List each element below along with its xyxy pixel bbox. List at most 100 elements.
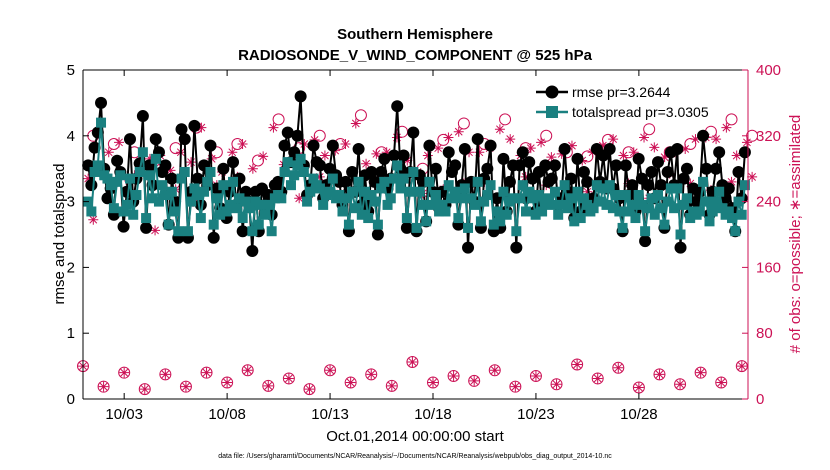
totalspread-point	[343, 219, 354, 230]
y-right-tick-label: 160	[756, 259, 781, 276]
obs-assimilated-point	[536, 137, 547, 148]
rmse-point	[677, 172, 690, 185]
obs-assimilated-point	[361, 158, 372, 169]
totalspread-point	[595, 196, 606, 207]
totalspread-point	[96, 117, 107, 128]
obs-assimilated-point	[366, 369, 377, 380]
totalspread-point	[450, 186, 461, 197]
rmse-point	[545, 172, 558, 185]
totalspread-point	[186, 196, 197, 207]
totalspread-point	[340, 193, 351, 204]
totalspread-point	[176, 173, 187, 184]
totalspread-point	[475, 216, 486, 227]
rmse-point	[188, 119, 201, 132]
totalspread-point	[665, 183, 676, 194]
obs-assimilated-point	[494, 124, 505, 135]
obs-possible-point	[735, 360, 748, 373]
rmse-point	[352, 142, 365, 155]
rmse-point	[291, 129, 304, 142]
totalspread-point	[578, 193, 589, 204]
totalspread-point	[228, 176, 239, 187]
totalspread-point	[440, 206, 451, 217]
rmse-point	[449, 159, 462, 172]
totalspread-point	[430, 190, 441, 201]
obs-possible-point	[529, 369, 542, 382]
obs-assimilated-point	[242, 365, 253, 376]
totalspread-point	[675, 229, 686, 240]
totalspread-point	[405, 186, 416, 197]
obs-possible-point	[138, 383, 151, 396]
obs-assimilated-point	[618, 150, 629, 161]
rmse-point	[713, 146, 726, 159]
totalspread-point	[446, 193, 457, 204]
rmse-point	[365, 165, 378, 178]
totalspread-point	[736, 209, 747, 220]
totalspread-point	[263, 199, 274, 210]
obs-assimilated-point	[695, 367, 706, 378]
totalspread-point	[459, 183, 470, 194]
obs-assimilated-point	[103, 147, 114, 158]
totalspread-point	[508, 193, 519, 204]
totalspread-point	[524, 186, 535, 197]
obs-possible-point	[694, 366, 707, 379]
totalspread-point	[398, 173, 409, 184]
obs-assimilated-point	[314, 171, 325, 182]
totalspread-point	[308, 173, 319, 184]
obs-assimilated-point	[659, 152, 670, 163]
rmse-point	[294, 90, 307, 103]
totalspread-point	[694, 206, 705, 217]
totalspread-point	[128, 209, 139, 220]
obs-assimilated-point	[530, 370, 541, 381]
rmse-point	[117, 220, 130, 233]
totalspread-point	[253, 219, 264, 230]
obs-assimilated-point	[258, 151, 269, 162]
totalspread-point	[685, 213, 696, 224]
totalspread-point	[482, 190, 493, 201]
rmse-point	[149, 133, 162, 146]
totalspread-point	[282, 157, 293, 168]
rmse-point	[400, 221, 413, 234]
x-tick-label: 10/18	[414, 406, 452, 423]
totalspread-point	[318, 199, 329, 210]
obs-possible-point	[499, 113, 512, 126]
obs-assimilated-point	[83, 173, 94, 184]
totalspread-point	[698, 176, 709, 187]
rmse-point	[378, 152, 391, 165]
obs-assimilated-point	[443, 132, 454, 143]
obs-possible-point	[509, 380, 522, 393]
rmse-point	[671, 142, 684, 155]
totalspread-point	[244, 203, 255, 214]
totalspread-point	[533, 190, 544, 201]
totalspread-point	[614, 206, 625, 217]
obs-assimilated-point	[144, 153, 155, 164]
totalspread-point	[646, 193, 657, 204]
rmse-point	[339, 175, 352, 188]
totalspread-point	[588, 203, 599, 214]
obs-assimilated-point	[448, 370, 459, 381]
totalspread-point	[157, 180, 168, 191]
x-tick-label: 10/08	[208, 406, 246, 423]
totalspread-point	[285, 180, 296, 191]
obs-assimilated-point	[747, 171, 758, 182]
rmse-point	[577, 165, 590, 178]
rmse-point	[391, 100, 404, 113]
totalspread-point	[234, 193, 245, 204]
obs-assimilated-point	[150, 225, 161, 236]
rmse-point	[539, 159, 552, 172]
obs-possible-point	[344, 376, 357, 389]
totalspread-point	[421, 216, 432, 227]
obs-possible-point	[97, 380, 110, 393]
obs-assimilated-point	[716, 377, 727, 388]
obs-assimilated-point	[731, 150, 742, 161]
rmse-point	[484, 139, 497, 152]
totalspread-point	[137, 147, 148, 158]
obs-possible-point	[427, 376, 439, 389]
totalspread-point	[112, 176, 123, 187]
rmse-point	[548, 159, 561, 172]
obs-assimilated-point	[525, 143, 536, 154]
y-left-tick-label: 0	[67, 391, 75, 408]
obs-assimilated-point	[726, 176, 737, 187]
obs-assimilated-point	[227, 147, 238, 158]
totalspread-point	[437, 199, 448, 210]
obs-assimilated-point	[613, 362, 624, 373]
